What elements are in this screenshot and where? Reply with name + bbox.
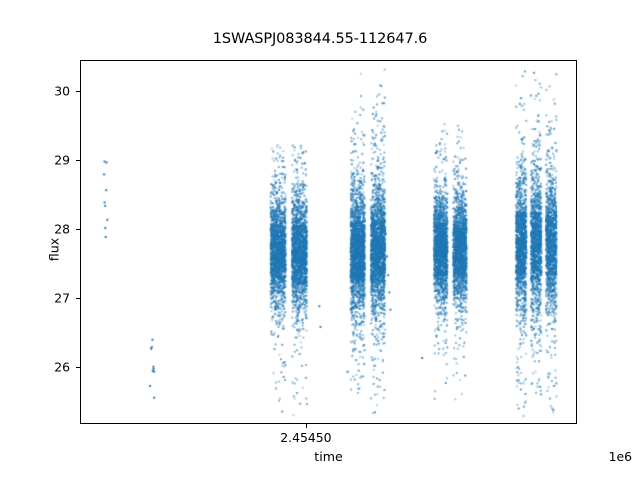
y-tick-mark — [76, 160, 80, 162]
y-tick-label: 26 — [54, 359, 70, 375]
y-tick-mark — [76, 229, 80, 231]
y-axis-label: flux — [46, 237, 62, 262]
y-tick-label: 29 — [54, 152, 70, 168]
x-tick-label: 2.45450 — [280, 430, 332, 445]
plot-axes-area — [80, 60, 577, 424]
y-tick-label: 28 — [54, 221, 70, 237]
y-tick-label: 27 — [54, 290, 70, 306]
y-tick-mark — [76, 91, 80, 93]
page-title: 1SWASPJ083844.55-112647.6 — [212, 31, 428, 47]
y-tick-label: 30 — [54, 83, 70, 99]
scatter-plot-canvas — [81, 61, 576, 423]
y-tick-mark — [76, 298, 80, 300]
x-axis-offset-multiplier: 1e6 — [608, 449, 632, 464]
x-tick-mark — [305, 424, 307, 428]
x-axis-label: time — [314, 449, 343, 464]
y-tick-mark — [76, 367, 80, 369]
